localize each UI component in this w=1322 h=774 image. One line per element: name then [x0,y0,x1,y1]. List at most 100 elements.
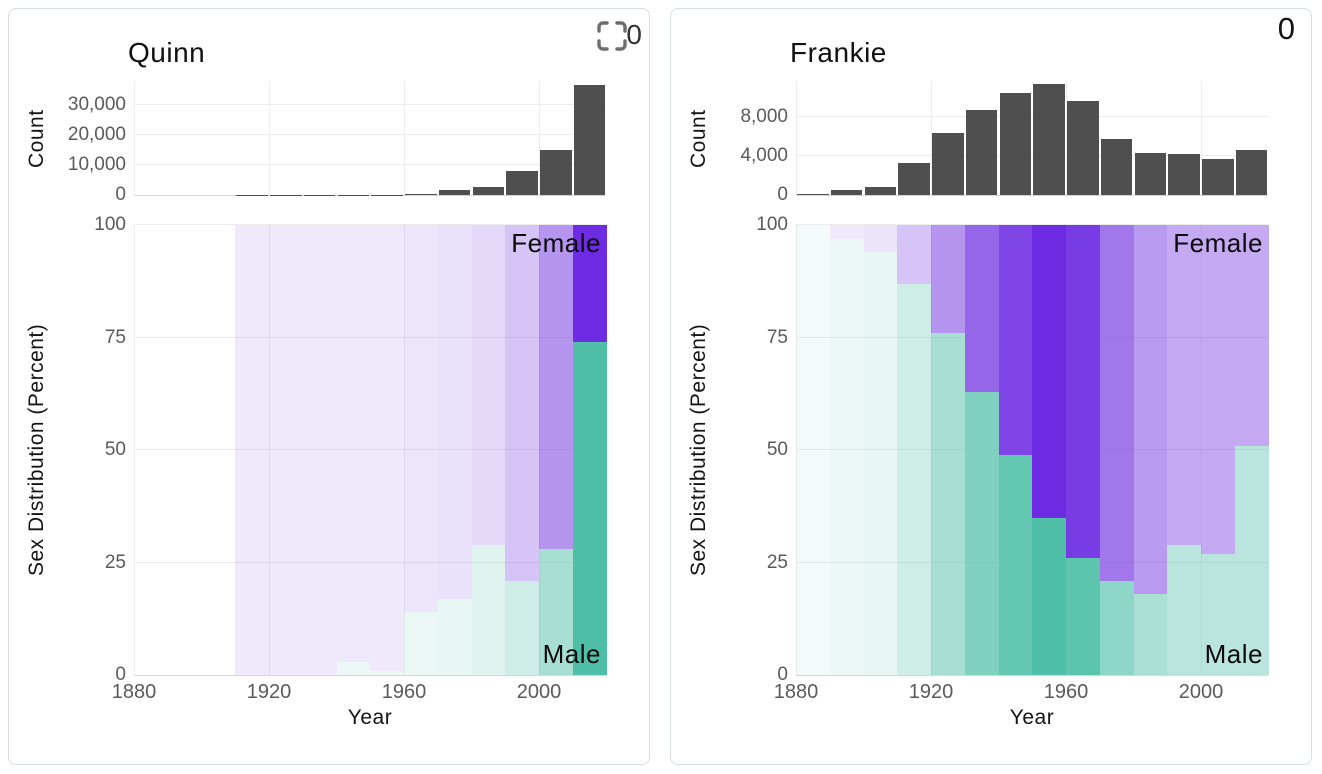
gridline [796,155,1268,157]
y-tick-label: 75 [104,326,126,348]
male-segment [1133,594,1168,675]
female-segment [505,225,539,581]
female-segment [1234,225,1269,446]
count-bar[interactable] [864,187,897,195]
count-bar[interactable] [1100,138,1133,195]
y-tick-label: 25 [104,551,126,573]
distribution-bar[interactable] [437,225,472,675]
page-title: Frankie [790,37,887,68]
distribution-bar[interactable] [505,225,539,675]
female-segment [998,225,1033,455]
distribution-bar[interactable] [897,225,931,675]
count-bar[interactable] [1202,159,1234,195]
count-bar[interactable] [573,85,606,195]
distribution-bar[interactable] [829,225,864,675]
male-segment [998,454,1033,675]
distribution-bar[interactable] [572,225,607,675]
distribution-bar[interactable] [1234,225,1269,675]
count-bar[interactable] [898,162,930,195]
count-bar[interactable] [965,110,998,195]
distribution-bar[interactable] [1201,225,1235,675]
distribution-bar[interactable] [471,225,506,675]
count-bar[interactable] [405,193,437,195]
female-segment [1032,225,1066,518]
x-axis-line [796,195,1268,196]
gridline [134,225,135,675]
male-segment [796,225,830,675]
distribution-bar[interactable] [269,225,303,675]
female-segment [1133,225,1168,594]
y-tick-label: 75 [766,326,788,348]
distribution-bar[interactable] [336,225,371,675]
gridline [796,82,797,195]
count-bar[interactable] [472,186,505,195]
y-tick-label: 50 [104,439,126,460]
count-bar[interactable] [797,193,829,195]
female-segment [336,225,371,662]
x-axis-line [796,675,1268,676]
distribution-bar[interactable] [1133,225,1168,675]
gridline [931,82,932,195]
gridline [134,82,135,195]
count-bar[interactable] [438,190,471,195]
panel-frankie: Frankie 0 Count Sex Distribution (Percen… [670,8,1312,765]
gridline [1201,82,1202,195]
female-segment [269,225,303,675]
distribution-bar[interactable] [370,225,404,675]
count-bar[interactable] [540,149,572,195]
count-bar[interactable] [932,132,964,195]
female-series-label: Female [511,228,601,258]
distribution-bar[interactable] [404,225,438,675]
female-segment [964,225,999,392]
distribution-bar[interactable] [964,225,999,675]
x-tick-label: 1880 [111,681,157,703]
gridline [269,82,270,195]
y-tick-label: 20,000 [67,123,126,145]
selection-frame-badge[interactable]: 0 [597,15,642,61]
count-bar[interactable] [1033,83,1065,195]
count-bar[interactable] [830,190,863,195]
male-segment [863,252,898,675]
gridline [134,561,606,563]
distribution-bar[interactable] [1066,225,1100,675]
female-segment [437,225,472,599]
x-axis-line [134,195,606,196]
count-bar[interactable] [1134,153,1167,195]
male-segment [437,598,472,675]
gridline [269,225,270,675]
distribution-bar[interactable] [1032,225,1066,675]
distribution-bar[interactable] [302,225,337,675]
female-segment [829,225,864,239]
distribution-bar[interactable] [796,225,830,675]
count-bar[interactable] [1235,150,1268,195]
gridline [1201,225,1202,675]
distribution-bar[interactable] [931,225,965,675]
gridline [134,133,606,135]
gridline [134,336,606,338]
distribution-bar[interactable] [235,225,269,675]
count-bar[interactable] [506,170,538,195]
distribution-bar[interactable] [998,225,1033,675]
distribution-bar[interactable] [863,225,898,675]
female-segment [370,225,404,671]
distribution-bar[interactable] [1167,225,1201,675]
male-segment [336,661,371,675]
female-segment [235,225,269,675]
y-tick-label: 0 [777,184,788,205]
male-segment [931,333,965,675]
distribution-bar[interactable] [539,225,573,675]
count-bar[interactable] [1067,101,1099,195]
y-tick-label: 0 [115,184,126,205]
gridline [134,103,606,105]
x-axis-line [134,675,606,676]
gridline [796,224,1268,225]
male-segment [1167,544,1201,675]
female-segment [302,225,337,675]
count-histogram [134,82,606,196]
distribution-bar[interactable] [1099,225,1134,675]
x-tick-label: 1960 [381,681,427,703]
sex-distribution-chart: Female Male [796,224,1269,676]
count-bar[interactable] [999,92,1032,195]
count-bar[interactable] [1168,154,1200,195]
